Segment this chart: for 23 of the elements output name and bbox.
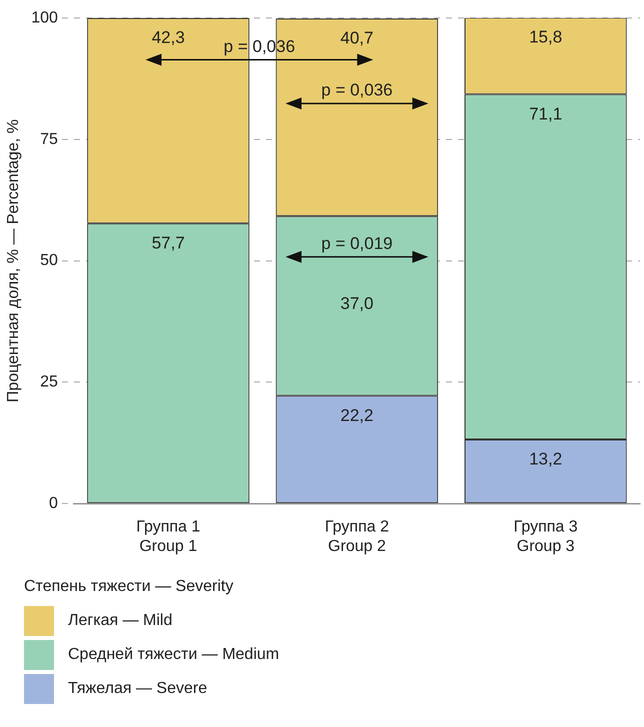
- x-tick-label: Группа 1 Group 1: [136, 518, 200, 555]
- legend-label: Тяжелая — Severe: [68, 680, 208, 698]
- data-label: 22,2: [340, 406, 374, 425]
- data-label: 57,7: [152, 234, 185, 253]
- data-label: 15,8: [529, 28, 562, 47]
- data-label: 42,3: [152, 28, 185, 48]
- data-label: 71,1: [529, 104, 562, 124]
- annotation: p = 0,019: [321, 234, 393, 254]
- x-tick-label: Группа 3 Group 3: [514, 518, 578, 555]
- y-axis-title: Процентная доля, % — Percentage, %: [5, 119, 22, 402]
- y-tick-label: 0: [48, 495, 58, 512]
- data-label: 37,0: [340, 294, 374, 314]
- x-tick-label: Группа 2 Group 2: [324, 518, 390, 555]
- y-tick-label: 50: [40, 252, 58, 270]
- legend-label: Легкая — Mild: [68, 612, 172, 630]
- legend-title: Степень тяжести — Severity: [24, 578, 234, 596]
- data-label: 13,2: [529, 450, 562, 469]
- annotation: p = 0,036: [321, 80, 393, 100]
- y-tick-label: 75: [40, 130, 58, 148]
- y-tick-label: 25: [40, 374, 58, 391]
- data-label: 40,7: [340, 28, 374, 48]
- y-tick-label: 100: [31, 9, 58, 26]
- legend-label: Средней тяжести — Medium: [68, 646, 280, 664]
